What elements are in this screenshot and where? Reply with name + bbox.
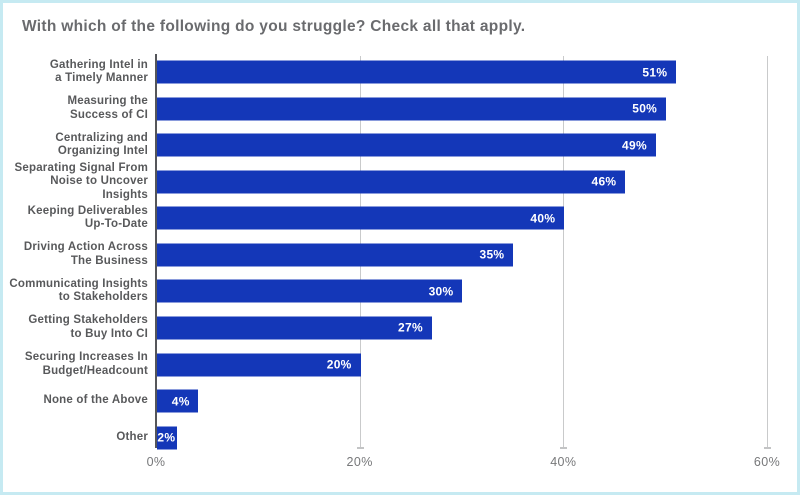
x-axis-tick-label: 0% xyxy=(146,455,166,469)
category-label: None of the Above xyxy=(43,394,148,407)
bar-value-label: 40% xyxy=(530,211,556,226)
bar: 46% xyxy=(157,170,626,194)
bar-row: Centralizing and Organizing Intel 49% xyxy=(3,127,797,164)
category-label: Communicating Insights to Stakeholders xyxy=(9,277,148,304)
bar-row: Securing Increases In Budget/Headcount 20… xyxy=(3,346,797,383)
bar-row: Gathering Intel in a Timely Manner 51% xyxy=(3,54,797,91)
category-label: Measuring the Success of CI xyxy=(67,95,148,121)
bar-row: Keeping Deliverables Up-To-Date 40% xyxy=(3,200,797,237)
category-label: Centralizing and Organizing Intel xyxy=(55,131,148,158)
bar-value-label: 35% xyxy=(479,247,505,262)
bar-value-label: 50% xyxy=(632,101,658,116)
bar: 2% xyxy=(157,426,178,450)
bar: 30% xyxy=(157,279,463,303)
bar-chart-plot-area: 0% 20% 40% 60% Gathering Intel in a Timely M… xyxy=(3,3,797,492)
bar-row: Driving Action Across The Business 35% xyxy=(3,237,797,274)
bar: 50% xyxy=(157,97,667,121)
category-label: Gathering Intel in a Timely Manner xyxy=(49,58,148,85)
x-gridline-60 xyxy=(763,56,771,449)
category-label: Keeping Deliverables Up-To-Date xyxy=(27,204,148,231)
bar-value-label: 46% xyxy=(591,174,617,189)
y-axis-line xyxy=(155,54,157,448)
bar-row: Communicating Insights to Stakeholders 30… xyxy=(3,273,797,310)
bar-row: Getting Stakeholders to Buy Into CI 27% xyxy=(3,310,797,347)
category-label: Separating Signal From Noise to Uncover … xyxy=(14,161,148,201)
bar: 40% xyxy=(157,206,565,230)
bar-rows: Gathering Intel in a Timely Manner 51% Mea… xyxy=(3,54,797,456)
bar-value-label: 49% xyxy=(622,138,647,153)
bar: 49% xyxy=(157,133,656,157)
bar-value-label: 20% xyxy=(326,357,352,372)
bar: 20% xyxy=(157,353,361,377)
bar-value-label: 2% xyxy=(157,430,176,445)
bar-value-label: 4% xyxy=(171,394,190,409)
category-label: Securing Increases In Budget/Headcount xyxy=(24,351,148,377)
category-label: Getting Stakeholders to Buy Into CI xyxy=(28,314,148,340)
x-gridline-40 xyxy=(560,56,568,449)
bar-row: Separating Signal From Noise to Uncover … xyxy=(3,161,797,201)
bar-row: None of the Above 4% xyxy=(3,383,797,420)
bar: 4% xyxy=(157,389,198,413)
bar-value-label: 27% xyxy=(398,320,423,335)
category-label: Other xyxy=(116,430,148,443)
chart-title: With which of the following do you strug… xyxy=(22,18,526,35)
bar-value-label: 30% xyxy=(428,284,454,299)
x-axis-tick-label: 40% xyxy=(550,455,577,469)
bar-row: Other 2% xyxy=(3,419,797,456)
bar-row: Measuring the Success of CI 50% xyxy=(3,91,797,128)
bar: 27% xyxy=(157,316,432,340)
bar-value-label: 51% xyxy=(642,65,668,80)
category-label: Driving Action Across The Business xyxy=(23,241,148,267)
bar: 51% xyxy=(157,60,677,84)
bar: 35% xyxy=(157,243,514,267)
x-axis-tick-label: 60% xyxy=(753,455,781,469)
x-axis-tick-label: 20% xyxy=(346,455,373,469)
